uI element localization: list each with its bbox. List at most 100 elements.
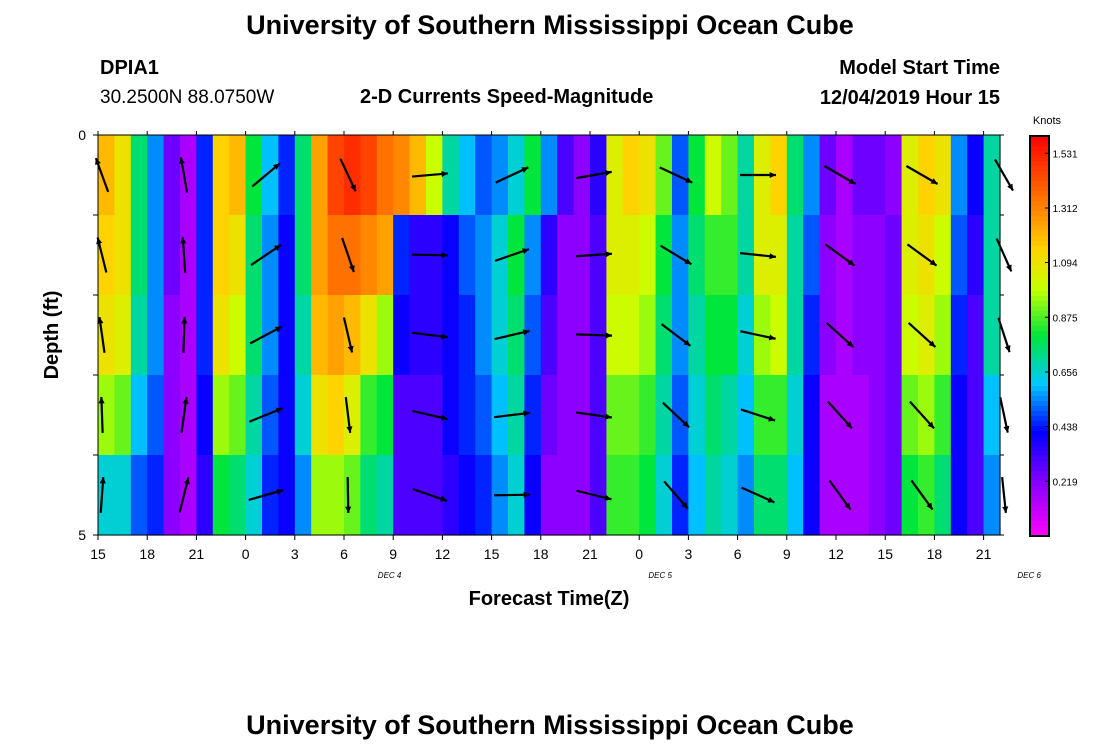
- heatmap-cell: [393, 135, 411, 216]
- x-tick-label: 9: [389, 546, 397, 562]
- heatmap-cell: [819, 455, 837, 536]
- heatmap-cell: [836, 375, 853, 456]
- page-title: University of Southern Mississippi Ocean…: [246, 10, 854, 40]
- current-arrow: [994, 158, 1014, 192]
- current-arrow: [249, 325, 283, 345]
- heatmap-cell: [819, 215, 837, 296]
- heatmap-cell: [98, 295, 115, 376]
- heatmap-cell: [508, 295, 525, 376]
- heatmap-cell: [704, 375, 722, 456]
- heatmap-cell: [163, 375, 181, 456]
- heatmap-cell: [803, 455, 821, 536]
- heatmap-cell: [573, 135, 591, 216]
- heatmap-cell: [311, 455, 329, 536]
- heatmap-cell: [196, 295, 214, 376]
- heatmap-cell: [885, 135, 903, 216]
- chart-title: 2-D Currents Speed-Magnitude: [360, 86, 654, 108]
- heatmap-cell: [967, 295, 985, 376]
- heatmap-cell: [737, 375, 755, 456]
- heatmap-cell: [557, 215, 575, 296]
- heatmap-cell: [98, 215, 115, 296]
- heatmap-cell: [114, 135, 132, 216]
- heatmap-cell: [885, 455, 903, 536]
- heatmap-cell: [163, 295, 181, 376]
- x-tick-label: 12: [435, 546, 451, 562]
- heatmap-cell: [458, 455, 476, 536]
- heatmap-cell: [212, 215, 230, 296]
- heatmap-cell: [294, 455, 312, 536]
- heatmap-cell: [540, 455, 558, 536]
- current-arrow: [575, 251, 613, 258]
- heatmap-cell: [278, 215, 296, 296]
- heatmap-cell: [180, 295, 197, 376]
- current-arrow: [739, 252, 777, 260]
- heatmap-cell: [344, 135, 361, 216]
- heatmap-cell: [786, 135, 804, 216]
- heatmap-cell: [278, 455, 296, 536]
- heatmap-cell: [458, 295, 476, 376]
- heatmap-cell: [672, 135, 689, 216]
- heatmap-cell: [606, 135, 624, 216]
- heatmap-cell: [901, 135, 919, 216]
- current-arrow: [660, 244, 692, 266]
- heatmap-cell: [672, 455, 689, 536]
- heatmap-cell: [524, 375, 542, 456]
- heatmap-cell: [475, 135, 493, 216]
- heatmap-cell: [983, 375, 1001, 456]
- heatmap-cell: [557, 375, 575, 456]
- heatmap-cell: [442, 135, 460, 216]
- colorbar-frame: [1029, 135, 1050, 537]
- heatmap-cell: [770, 455, 788, 536]
- heatmap-cell: [639, 135, 657, 216]
- heatmap-cell: [852, 135, 870, 216]
- heatmap-cell: [163, 135, 181, 216]
- heatmap-cell: [393, 455, 411, 536]
- heatmap-cell: [688, 455, 706, 536]
- heatmap-cell: [114, 215, 132, 296]
- heatmap-cell: [967, 135, 985, 216]
- station-coords: 30.2500N 88.0750W: [100, 87, 275, 108]
- heatmap-cell: [557, 455, 575, 536]
- heatmap-cell: [376, 455, 394, 536]
- heatmap-cell: [360, 295, 378, 376]
- current-arrow: [180, 397, 189, 433]
- heatmap-cell: [147, 375, 165, 456]
- heatmap-cell: [360, 455, 378, 536]
- heatmap-cell: [721, 135, 739, 216]
- heatmap-cell: [836, 455, 853, 536]
- heatmap-cell: [672, 295, 689, 376]
- heatmap-cell: [245, 295, 263, 376]
- heatmap-cell: [934, 455, 952, 536]
- x-tick-label: 18: [533, 546, 549, 562]
- x-axis: 15 18 21 0 3 6 9 12 15 18 21 0 3 6 9 12 15 18 21 DEC 4 DEC 5…: [90, 131, 1042, 580]
- heatmap-cell: [475, 295, 493, 376]
- heatmap-cell: [639, 375, 657, 456]
- heatmap-cell: [819, 135, 837, 216]
- heatmap-cell: [229, 135, 247, 216]
- heatmap-cell: [852, 295, 870, 376]
- heatmap-cell: [967, 375, 985, 456]
- y-tick-label: 5: [78, 527, 86, 543]
- heatmap-cells: [98, 135, 1001, 536]
- current-arrow: [999, 397, 1010, 433]
- current-arrow: [181, 316, 188, 354]
- heatmap-cell: [245, 135, 263, 216]
- heatmap-cell: [688, 135, 706, 216]
- heatmap-cell: [622, 375, 640, 456]
- current-arrow: [576, 169, 612, 180]
- heatmap-cell: [622, 295, 640, 376]
- heatmap-cell: [770, 295, 788, 376]
- current-arrow: [1001, 476, 1009, 514]
- x-tick-label: 3: [291, 546, 299, 562]
- current-arrow: [412, 488, 448, 502]
- heatmap-cell: [606, 215, 624, 296]
- heatmap-cell: [294, 135, 312, 216]
- heatmap-cell: [442, 455, 460, 536]
- current-arrow: [995, 238, 1013, 272]
- x-tick-label: 15: [90, 546, 106, 562]
- heatmap-cell: [885, 215, 903, 296]
- heatmap-cell: [442, 215, 460, 296]
- plot-frame: [97, 134, 1001, 536]
- heatmap-cell: [327, 215, 345, 296]
